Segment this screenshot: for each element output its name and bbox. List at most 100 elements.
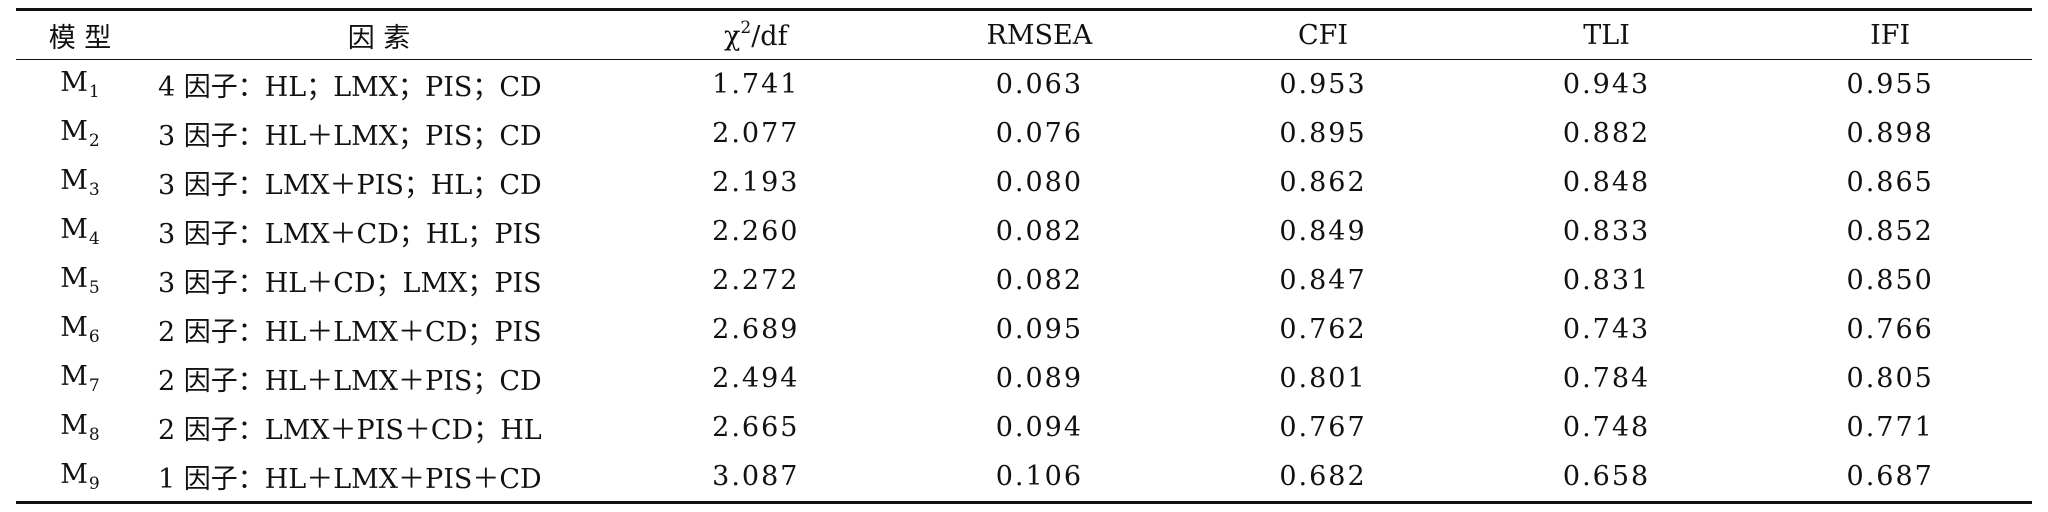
cell-rmsea: 0.076 (995, 118, 1084, 149)
table-row: M4 3 因子：LMX＋CD；HL；PIS 2.260 0.082 0.849 0.833… (16, 207, 2032, 256)
cell-cfi: 0.849 (1279, 216, 1367, 247)
cell-tli: 0.943 (1562, 69, 1651, 100)
model-comparison-table-wrap: 模 型 因 素 χ2/df RMSEA CFI TLI IFI M1 4 因子：H… (16, 8, 2032, 504)
cell-rmsea: 0.089 (995, 363, 1084, 394)
header-tli: TLI (1583, 19, 1630, 51)
model-subscript: 5 (88, 278, 100, 298)
cell-model: M8 (16, 403, 144, 452)
cell-chi2df: 2.689 (712, 314, 800, 345)
header-factors: 因 素 (347, 22, 411, 54)
model-subscript: 9 (88, 474, 100, 494)
cell-model: M5 (16, 256, 144, 305)
table-row: M8 2 因子：LMX＋PIS＋CD；HL 2.665 0.094 0.767 0.748… (16, 403, 2032, 452)
table-header: 模 型 因 素 χ2/df RMSEA CFI TLI IFI (16, 9, 2032, 60)
cell-model: M3 (16, 158, 144, 207)
model-letter: M (60, 116, 88, 147)
cell-tli: 0.882 (1562, 118, 1651, 149)
cell-tli: 0.784 (1562, 363, 1651, 394)
table-row: M5 3 因子：HL＋CD；LMX；PIS 2.272 0.082 0.847 0.831… (16, 256, 2032, 305)
model-letter: M (60, 214, 88, 245)
cell-factors: 4 因子：HL；LMX；PIS；CD (158, 72, 542, 103)
model-letter: M (60, 361, 88, 392)
cell-cfi: 0.953 (1279, 69, 1367, 100)
cell-chi2df: 2.272 (712, 265, 800, 296)
cell-ifi: 0.852 (1846, 216, 1934, 247)
cell-rmsea: 0.082 (995, 216, 1084, 247)
cell-rmsea: 0.082 (995, 265, 1084, 296)
cell-ifi: 0.766 (1846, 314, 1934, 345)
cell-cfi: 0.682 (1279, 461, 1367, 492)
header-chi-sup: 2 (740, 18, 752, 38)
cell-tli: 0.833 (1562, 216, 1651, 247)
header-rmsea: RMSEA (986, 19, 1093, 51)
cell-rmsea: 0.094 (995, 412, 1084, 443)
model-letter: M (60, 410, 88, 441)
cell-tli: 0.848 (1562, 167, 1651, 198)
cell-ifi: 0.850 (1846, 265, 1934, 296)
header-model: 模 型 (48, 22, 112, 54)
header-chi-base: χ (724, 21, 741, 52)
cell-factors: 2 因子：LMX＋PIS＋CD；HL (158, 415, 542, 446)
cell-rmsea: 0.095 (995, 314, 1084, 345)
model-letter: M (60, 165, 88, 196)
model-subscript: 6 (88, 327, 100, 347)
cell-ifi: 0.687 (1846, 461, 1934, 492)
cell-model: M9 (16, 452, 144, 503)
header-chi2df: χ2/df (614, 10, 898, 60)
table-body: M1 4 因子：HL；LMX；PIS；CD 1.741 0.063 0.953 0.943… (16, 60, 2032, 503)
model-subscript: 1 (88, 82, 100, 102)
cell-model: M1 (16, 60, 144, 110)
cell-tli: 0.831 (1562, 265, 1651, 296)
model-subscript: 8 (88, 425, 100, 445)
table-row: M2 3 因子：HL＋LMX；PIS；CD 2.077 0.076 0.895 0.882… (16, 109, 2032, 158)
cell-chi2df: 3.087 (712, 461, 800, 492)
cell-model: M2 (16, 109, 144, 158)
cell-factors: 3 因子：HL＋LMX；PIS；CD (158, 121, 542, 152)
cell-chi2df: 2.077 (712, 118, 800, 149)
cell-factors: 2 因子：HL＋LMX＋CD；PIS (158, 317, 542, 348)
cell-tli: 0.658 (1562, 461, 1651, 492)
cell-cfi: 0.762 (1279, 314, 1367, 345)
header-cfi: CFI (1297, 19, 1349, 51)
cell-ifi: 0.955 (1846, 69, 1934, 100)
cell-cfi: 0.801 (1279, 363, 1367, 394)
cell-rmsea: 0.080 (995, 167, 1084, 198)
table-row: M7 2 因子：HL＋LMX＋PIS；CD 2.494 0.089 0.801 0.784… (16, 354, 2032, 403)
cell-ifi: 0.865 (1846, 167, 1934, 198)
cell-factors: 3 因子：HL＋CD；LMX；PIS (158, 268, 542, 299)
cell-cfi: 0.767 (1279, 412, 1367, 443)
table-row: M9 1 因子：HL＋LMX＋PIS＋CD 3.087 0.106 0.682 0.658… (16, 452, 2032, 503)
model-letter: M (60, 312, 88, 343)
cell-ifi: 0.898 (1846, 118, 1934, 149)
cell-factors: 3 因子：LMX＋CD；HL；PIS (158, 219, 542, 250)
cell-factors: 3 因子：LMX＋PIS；HL；CD (158, 170, 542, 201)
cell-model: M7 (16, 354, 144, 403)
cell-model: M4 (16, 207, 144, 256)
cell-chi2df: 2.193 (712, 167, 800, 198)
cell-cfi: 0.847 (1279, 265, 1367, 296)
model-subscript: 2 (88, 131, 100, 151)
cell-rmsea: 0.106 (995, 461, 1084, 492)
cell-factors: 2 因子：HL＋LMX＋PIS；CD (158, 366, 542, 397)
model-subscript: 7 (88, 376, 100, 396)
model-letter: M (60, 263, 88, 294)
cell-factors: 1 因子：HL＋LMX＋PIS＋CD (158, 464, 542, 495)
cell-tli: 0.748 (1562, 412, 1651, 443)
cell-cfi: 0.862 (1279, 167, 1367, 198)
cell-cfi: 0.895 (1279, 118, 1367, 149)
table-row: M1 4 因子：HL；LMX；PIS；CD 1.741 0.063 0.953 0.943… (16, 60, 2032, 110)
model-letter: M (60, 459, 88, 490)
model-subscript: 4 (88, 229, 100, 249)
cell-chi2df: 2.260 (712, 216, 800, 247)
header-row: 模 型 因 素 χ2/df RMSEA CFI TLI IFI (16, 9, 2032, 60)
model-letter: M (60, 67, 88, 98)
cell-chi2df: 1.741 (712, 69, 800, 100)
header-chi-tail: /df (751, 21, 788, 52)
cell-chi2df: 2.665 (712, 412, 800, 443)
header-ifi: IFI (1870, 19, 1911, 51)
model-comparison-table: 模 型 因 素 χ2/df RMSEA CFI TLI IFI M1 4 因子：H… (16, 8, 2032, 504)
cell-chi2df: 2.494 (712, 363, 800, 394)
table-row: M6 2 因子：HL＋LMX＋CD；PIS 2.689 0.095 0.762 0.743… (16, 305, 2032, 354)
cell-tli: 0.743 (1562, 314, 1651, 345)
cell-model: M6 (16, 305, 144, 354)
